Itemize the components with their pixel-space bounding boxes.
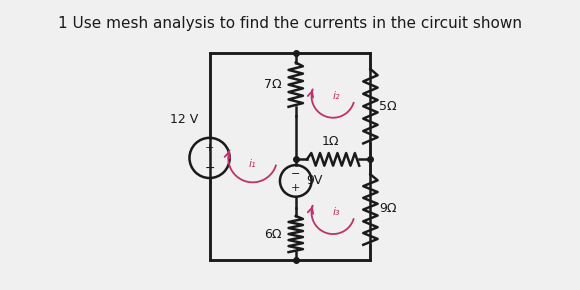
Text: 5Ω: 5Ω (379, 100, 397, 113)
Text: +: + (205, 143, 214, 153)
Text: 9V: 9V (306, 174, 322, 187)
Text: −: − (291, 169, 300, 179)
Text: i₃: i₃ (332, 208, 340, 218)
Text: 9Ω: 9Ω (379, 202, 397, 215)
Text: 1 Use mesh analysis to find the currents in the circuit shown: 1 Use mesh analysis to find the currents… (58, 16, 522, 31)
Text: i₂: i₂ (332, 91, 340, 101)
Text: i₁: i₁ (249, 159, 256, 169)
Text: 7Ω: 7Ω (264, 78, 281, 91)
Text: 1Ω: 1Ω (321, 135, 339, 148)
Text: 12 V: 12 V (169, 113, 198, 126)
Text: 6Ω: 6Ω (264, 228, 281, 240)
Text: −: − (204, 162, 215, 175)
Text: +: + (291, 183, 300, 193)
